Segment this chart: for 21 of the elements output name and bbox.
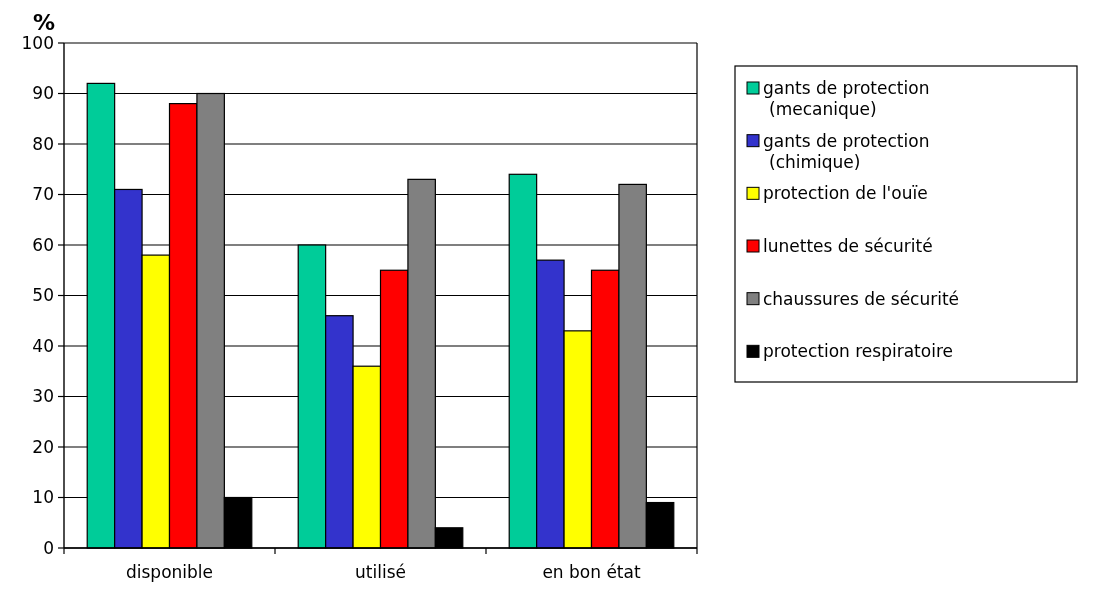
legend-label: protection de l'ouïe — [763, 183, 928, 204]
y-tick-label: 100 — [21, 32, 54, 53]
x-tick-label: utilisé — [355, 562, 406, 582]
y-tick-label: 20 — [32, 436, 54, 457]
x-tick-label: disponible — [125, 562, 214, 582]
y-tick-label: 80 — [32, 133, 54, 154]
y-tick-label: 70 — [32, 184, 54, 205]
y-tick-label: 90 — [32, 83, 54, 104]
y-tick-label: 0 — [43, 537, 54, 558]
y-tick-label: 50 — [32, 285, 54, 306]
y-tick-label: 40 — [32, 335, 54, 356]
y-axis-title: % — [32, 10, 56, 35]
y-tick-label: 60 — [32, 234, 54, 255]
legend-label: gants de protection (mecanique) — [763, 77, 930, 120]
legend-label: protection respiratoire — [763, 341, 953, 362]
y-tick-label: 30 — [32, 386, 54, 407]
x-tick-label: en bon état — [542, 562, 641, 582]
legend-label: gants de protection (chimique) — [763, 130, 930, 172]
y-tick-label: 10 — [32, 487, 54, 508]
legend-label: lunettes de sécurité — [763, 235, 933, 256]
legend-label: chaussures de sécurité — [763, 288, 960, 309]
